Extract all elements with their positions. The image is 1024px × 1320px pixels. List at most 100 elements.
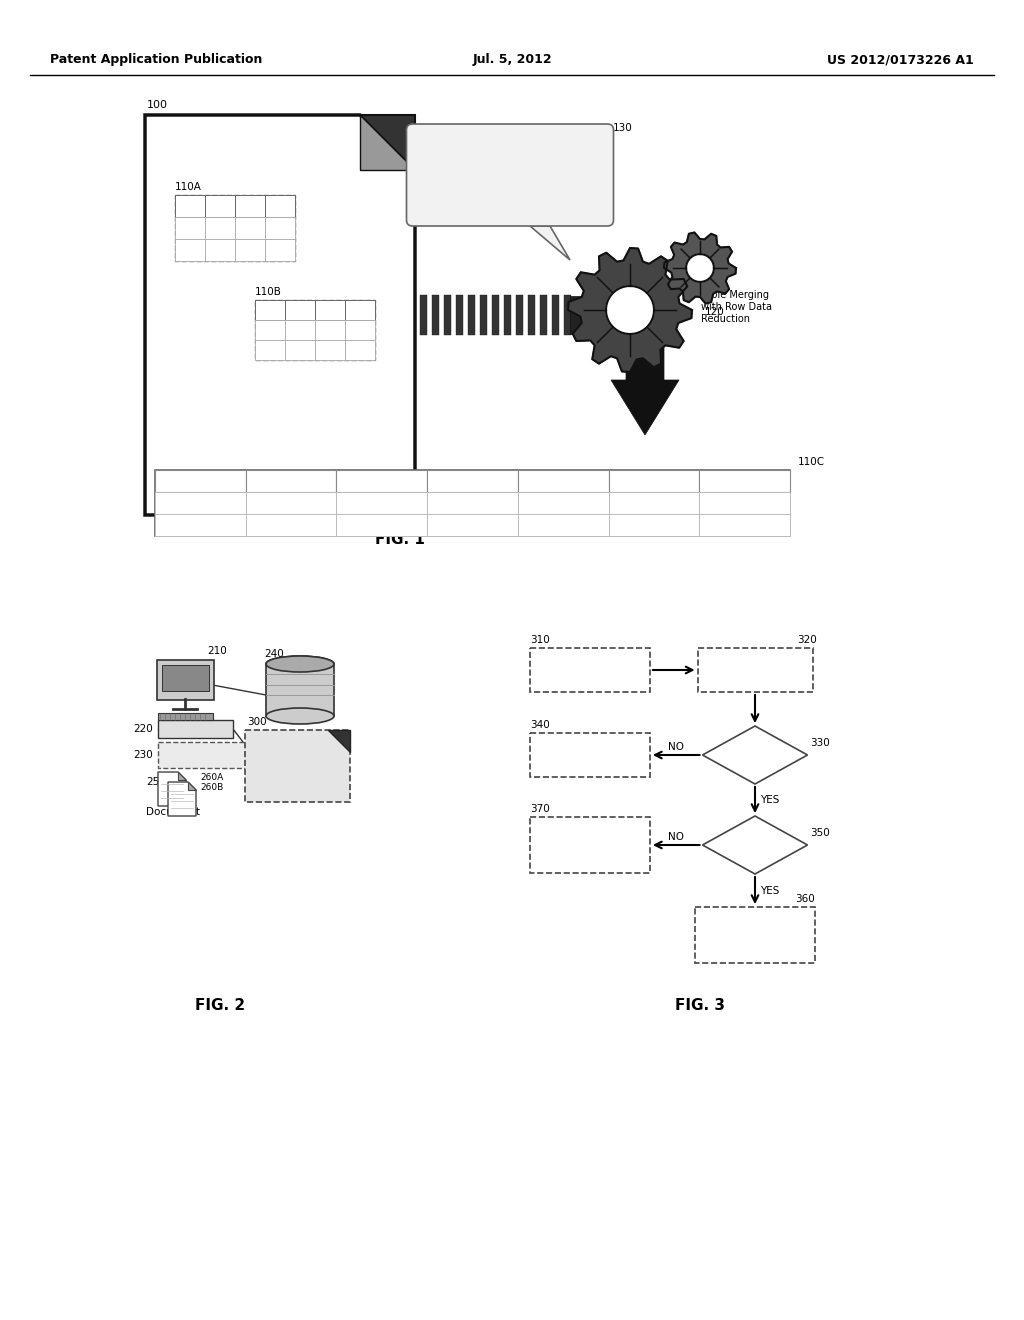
- Bar: [175, 239, 205, 261]
- Polygon shape: [686, 253, 714, 282]
- Text: 260A: 260A: [200, 772, 223, 781]
- Ellipse shape: [266, 708, 334, 723]
- Text: Composite: Composite: [562, 824, 617, 833]
- Text: Z: Z: [356, 305, 364, 315]
- Bar: [468, 294, 475, 335]
- Bar: [246, 470, 337, 492]
- Text: Match Columns: Match Columns: [715, 665, 796, 675]
- Bar: [345, 319, 375, 341]
- Text: 350: 350: [811, 828, 830, 838]
- Bar: [516, 294, 523, 335]
- Bar: [530, 733, 650, 777]
- Text: Match?: Match?: [736, 750, 773, 760]
- Text: 1: 1: [186, 223, 194, 234]
- Bar: [175, 195, 295, 261]
- Text: 240: 240: [264, 649, 284, 659]
- Bar: [158, 719, 233, 738]
- Text: 3. No Header Matches?: 3. No Header Matches?: [423, 195, 544, 206]
- Polygon shape: [188, 781, 196, 789]
- Bar: [155, 492, 246, 513]
- Bar: [432, 294, 439, 335]
- Bar: [255, 300, 375, 360]
- Text: 120: 120: [705, 308, 725, 317]
- Bar: [337, 513, 427, 536]
- Text: 1: 1: [266, 325, 273, 335]
- Polygon shape: [328, 730, 350, 752]
- Text: FIG. 2: FIG. 2: [195, 998, 245, 1012]
- Text: Y: Y: [327, 305, 334, 315]
- Polygon shape: [168, 781, 196, 816]
- Text: Fixed: Fixed: [287, 680, 313, 690]
- Bar: [158, 713, 213, 719]
- Bar: [337, 492, 427, 513]
- Ellipse shape: [266, 656, 334, 672]
- Bar: [205, 239, 234, 261]
- Bar: [162, 665, 209, 690]
- Bar: [518, 492, 608, 513]
- Text: Jul. 5, 2012: Jul. 5, 2012: [472, 54, 552, 66]
- Text: X: X: [559, 474, 567, 487]
- Text: YES: YES: [760, 886, 779, 895]
- Text: and Row Merge: and Row Merge: [715, 936, 795, 945]
- Text: and Augmented Rows: and Augmented Rows: [534, 846, 647, 855]
- Text: Y: Y: [650, 474, 657, 487]
- Text: 320: 320: [798, 635, 817, 645]
- Bar: [518, 470, 608, 492]
- Bar: [456, 294, 463, 335]
- Bar: [552, 294, 559, 335]
- Bar: [608, 492, 699, 513]
- Bar: [608, 513, 699, 536]
- Text: 2: 2: [287, 519, 295, 532]
- Text: 340: 340: [530, 719, 550, 730]
- Text: Editor: Editor: [190, 756, 221, 766]
- Bar: [158, 742, 253, 768]
- Bar: [265, 239, 295, 261]
- Bar: [315, 300, 345, 319]
- Bar: [246, 513, 337, 536]
- Bar: [175, 195, 205, 216]
- Text: Row: Row: [744, 834, 766, 845]
- Bar: [234, 216, 265, 239]
- Text: US 2012/0173226 A1: US 2012/0173226 A1: [827, 54, 974, 66]
- Text: 2: 2: [266, 345, 273, 355]
- Text: 250: 250: [146, 777, 166, 787]
- Text: 110A: 110A: [175, 182, 202, 191]
- Polygon shape: [568, 248, 692, 372]
- Bar: [530, 648, 650, 692]
- Text: FIG. 1: FIG. 1: [375, 532, 425, 548]
- Text: NO: NO: [669, 742, 684, 752]
- Text: D: D: [468, 474, 477, 487]
- Bar: [234, 195, 265, 216]
- Bar: [345, 300, 375, 319]
- Text: 360: 360: [795, 894, 815, 904]
- Text: O/S: O/S: [185, 723, 206, 734]
- Text: Matched Column: Matched Column: [711, 946, 799, 957]
- FancyBboxPatch shape: [407, 124, 613, 226]
- Text: A: A: [197, 474, 205, 487]
- Text: Document: Document: [178, 744, 232, 755]
- Bar: [285, 300, 315, 319]
- Text: of Selected Tables: of Selected Tables: [543, 755, 637, 766]
- Text: A: A: [186, 201, 194, 211]
- Bar: [427, 492, 518, 513]
- Text: Select Tables for: Select Tables for: [547, 660, 633, 669]
- Bar: [315, 341, 345, 360]
- Text: Document: Document: [146, 807, 200, 817]
- Text: C: C: [246, 201, 254, 211]
- Bar: [444, 294, 451, 335]
- Bar: [337, 470, 427, 492]
- Text: 2. Column Match?: 2. Column Match?: [423, 178, 516, 187]
- Bar: [695, 907, 815, 964]
- Polygon shape: [360, 115, 415, 170]
- Bar: [265, 216, 295, 239]
- Text: 330: 330: [811, 738, 830, 748]
- Bar: [480, 294, 487, 335]
- Text: YES: YES: [760, 795, 779, 805]
- Polygon shape: [664, 232, 736, 304]
- Bar: [564, 294, 571, 335]
- Text: B: B: [287, 474, 295, 487]
- Bar: [266, 664, 334, 715]
- Bar: [245, 730, 350, 803]
- Bar: [155, 470, 246, 492]
- FancyBboxPatch shape: [157, 660, 213, 700]
